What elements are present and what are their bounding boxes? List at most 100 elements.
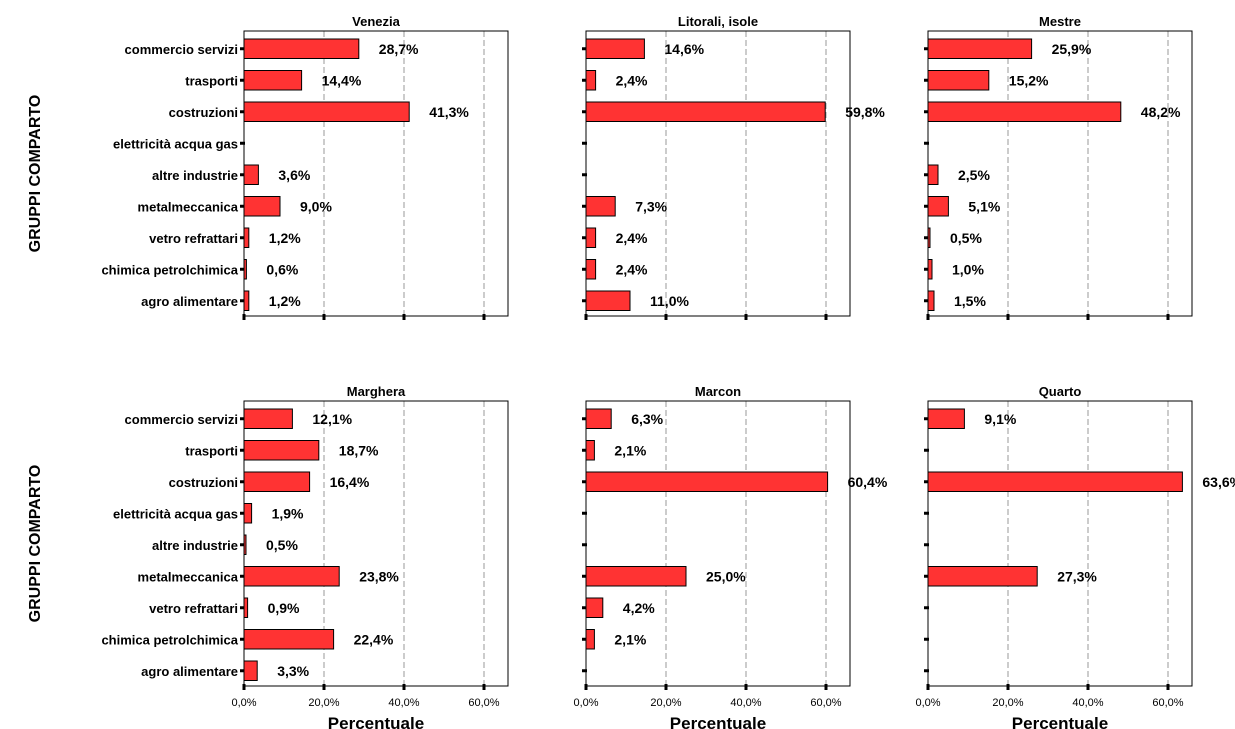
panel-title: Venezia — [352, 14, 400, 29]
bar — [243, 471, 311, 492]
category-label: chimica petrolchimica — [101, 632, 238, 647]
bar — [243, 164, 259, 185]
bar — [927, 196, 949, 217]
data-label: 2,1% — [614, 631, 646, 647]
data-label: 0,9% — [268, 600, 300, 616]
x-tick-label: 40,0% — [1072, 697, 1103, 709]
bar — [927, 164, 939, 185]
x-tick-label: 20,0% — [308, 697, 339, 709]
bar — [243, 566, 340, 587]
bar — [585, 629, 595, 650]
data-label: 3,6% — [278, 167, 310, 183]
bar — [243, 408, 293, 429]
data-label: 1,2% — [269, 293, 301, 309]
data-label: 63,6% — [1202, 474, 1235, 490]
data-label: 1,5% — [954, 293, 986, 309]
panel-frame — [927, 400, 1193, 687]
category-label: chimica petrolchimica — [101, 262, 238, 277]
data-label: 5,1% — [968, 198, 1000, 214]
bar — [243, 196, 281, 217]
bar — [927, 259, 933, 280]
x-tick-label: 0,0% — [573, 697, 598, 709]
data-label: 4,2% — [623, 600, 655, 616]
data-label: 60,4% — [848, 474, 888, 490]
data-label: 9,0% — [300, 198, 332, 214]
category-label: altre industrie — [152, 538, 238, 553]
bar — [243, 101, 410, 122]
data-label: 12,1% — [312, 411, 352, 427]
bar — [585, 290, 631, 311]
data-label: 2,5% — [958, 167, 990, 183]
category-label: agro alimentare — [141, 294, 238, 309]
x-tick-label: 20,0% — [992, 697, 1023, 709]
x-tick-label: 40,0% — [388, 697, 419, 709]
data-label: 14,6% — [664, 41, 704, 57]
bar — [927, 101, 1122, 122]
category-label: vetro refrattari — [149, 601, 238, 616]
category-label: elettricità acqua gas — [113, 506, 238, 521]
category-label: elettricità acqua gas — [113, 136, 238, 151]
x-axis-title: Percentuale — [670, 714, 766, 729]
data-label: 2,4% — [616, 261, 648, 277]
x-tick-label: 60,0% — [810, 697, 841, 709]
category-label: commercio servizi — [125, 42, 238, 57]
data-label: 27,3% — [1057, 568, 1097, 584]
data-label: 25,9% — [1052, 41, 1092, 57]
bar — [243, 629, 335, 650]
y-axis-title: GRUPPI COMPARTO — [27, 465, 44, 623]
bar — [927, 70, 990, 91]
category-label: metalmeccanica — [138, 199, 239, 214]
data-label: 1,9% — [272, 505, 304, 521]
bar — [243, 70, 303, 91]
panel-title: Mestre — [1039, 14, 1081, 29]
category-label: metalmeccanica — [138, 569, 239, 584]
data-label: 28,7% — [379, 41, 419, 57]
data-label: 14,4% — [322, 72, 362, 88]
bar — [585, 38, 645, 59]
x-tick-label: 0,0% — [915, 697, 940, 709]
bar — [927, 566, 1038, 587]
bar — [243, 290, 250, 311]
panel-title: Marcon — [695, 384, 741, 399]
bar — [243, 440, 320, 461]
data-label: 0,6% — [266, 261, 298, 277]
data-label: 23,8% — [359, 568, 399, 584]
data-label: 7,3% — [635, 198, 667, 214]
data-label: 11,0% — [650, 293, 689, 309]
bar — [243, 597, 249, 618]
bar — [927, 38, 1033, 59]
bar — [243, 503, 253, 524]
data-label: 6,3% — [631, 411, 663, 427]
bar — [927, 227, 931, 248]
data-label: 1,2% — [269, 230, 301, 246]
data-label: 15,2% — [1009, 72, 1049, 88]
bar — [585, 259, 597, 280]
data-label: 25,0% — [706, 568, 746, 584]
bar — [585, 566, 687, 587]
bar — [927, 471, 1183, 492]
bar — [243, 259, 247, 280]
bar — [585, 227, 597, 248]
bar — [243, 660, 258, 681]
data-label: 2,4% — [616, 72, 648, 88]
bar — [243, 227, 250, 248]
bar — [927, 290, 935, 311]
data-label: 2,4% — [616, 230, 648, 246]
data-label: 1,0% — [952, 261, 984, 277]
bar — [585, 70, 597, 91]
data-label: 0,5% — [266, 537, 298, 553]
data-label: 48,2% — [1141, 104, 1181, 120]
x-tick-label: 0,0% — [231, 697, 256, 709]
x-tick-label: 40,0% — [730, 697, 761, 709]
category-label: commercio servizi — [125, 412, 238, 427]
x-tick-label: 60,0% — [468, 697, 499, 709]
category-label: vetro refrattari — [149, 231, 238, 246]
category-label: trasporti — [185, 443, 238, 458]
bar — [585, 101, 826, 122]
x-axis-title: Percentuale — [1012, 714, 1108, 729]
data-label: 0,5% — [950, 230, 982, 246]
category-label: costruzioni — [169, 475, 238, 490]
bar — [927, 408, 965, 429]
data-label: 2,1% — [614, 442, 646, 458]
